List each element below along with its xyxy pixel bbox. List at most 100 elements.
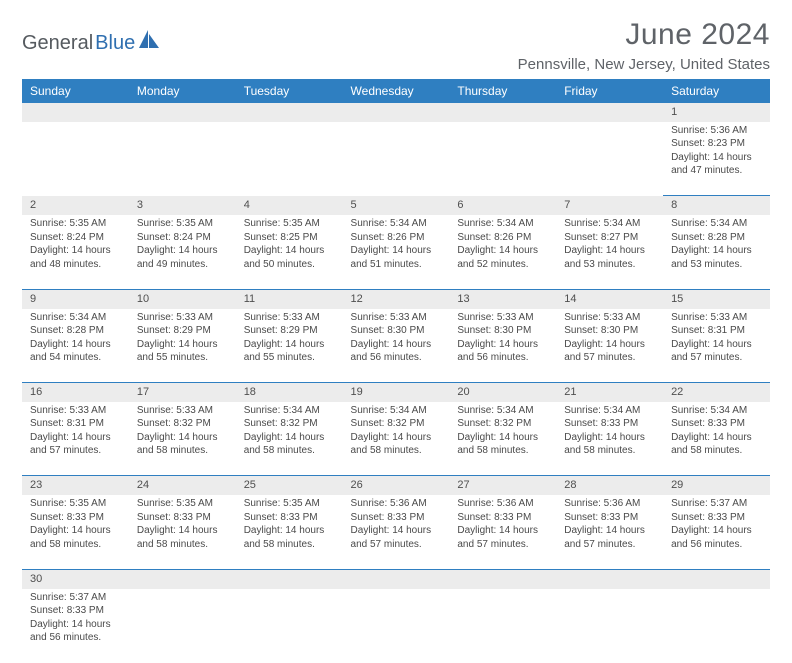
day-number-cell: 24 [129,476,236,495]
day-header-row: SundayMondayTuesdayWednesdayThursdayFrid… [22,79,770,103]
day-number-cell [556,103,663,122]
day-details: Sunrise: 5:35 AMSunset: 8:25 PMDaylight:… [236,215,343,275]
day-cell: Sunrise: 5:34 AMSunset: 8:33 PMDaylight:… [556,402,663,476]
day-cell: Sunrise: 5:33 AMSunset: 8:30 PMDaylight:… [449,309,556,383]
daynum-row: 30 [22,569,770,588]
day-details: Sunrise: 5:34 AMSunset: 8:26 PMDaylight:… [343,215,450,275]
daynum-row: 1 [22,103,770,122]
day-number-cell: 20 [449,383,556,402]
logo-text-2: Blue [95,32,135,55]
day-cell: Sunrise: 5:33 AMSunset: 8:31 PMDaylight:… [22,402,129,476]
day-cell: Sunrise: 5:35 AMSunset: 8:33 PMDaylight:… [236,495,343,569]
day-details: Sunrise: 5:35 AMSunset: 8:24 PMDaylight:… [22,215,129,275]
day-cell: Sunrise: 5:33 AMSunset: 8:29 PMDaylight:… [129,309,236,383]
calendar-table: SundayMondayTuesdayWednesdayThursdayFrid… [22,79,770,663]
day-number-cell: 1 [663,103,770,122]
day-number-cell [236,103,343,122]
day-number-cell: 27 [449,476,556,495]
day-details: Sunrise: 5:34 AMSunset: 8:27 PMDaylight:… [556,215,663,275]
day-cell [449,589,556,663]
day-details: Sunrise: 5:33 AMSunset: 8:31 PMDaylight:… [22,402,129,462]
day-details: Sunrise: 5:33 AMSunset: 8:30 PMDaylight:… [449,309,556,369]
day-details: Sunrise: 5:34 AMSunset: 8:32 PMDaylight:… [343,402,450,462]
day-details: Sunrise: 5:35 AMSunset: 8:33 PMDaylight:… [236,495,343,555]
details-row: Sunrise: 5:35 AMSunset: 8:33 PMDaylight:… [22,495,770,569]
day-number-cell [449,569,556,588]
logo: GeneralBlue [22,18,159,56]
day-cell [129,122,236,196]
day-details: Sunrise: 5:33 AMSunset: 8:29 PMDaylight:… [129,309,236,369]
day-number-cell: 17 [129,383,236,402]
daynum-row: 23242526272829 [22,476,770,495]
details-row: Sunrise: 5:37 AMSunset: 8:33 PMDaylight:… [22,589,770,663]
day-details: Sunrise: 5:36 AMSunset: 8:33 PMDaylight:… [449,495,556,555]
details-row: Sunrise: 5:35 AMSunset: 8:24 PMDaylight:… [22,215,770,289]
day-number-cell [236,569,343,588]
day-header: Wednesday [343,79,450,103]
day-cell: Sunrise: 5:34 AMSunset: 8:28 PMDaylight:… [22,309,129,383]
day-number-cell: 23 [22,476,129,495]
day-cell [343,122,450,196]
details-row: Sunrise: 5:33 AMSunset: 8:31 PMDaylight:… [22,402,770,476]
day-number-cell [556,569,663,588]
day-cell: Sunrise: 5:34 AMSunset: 8:32 PMDaylight:… [343,402,450,476]
day-number-cell [129,569,236,588]
day-cell: Sunrise: 5:33 AMSunset: 8:29 PMDaylight:… [236,309,343,383]
day-details: Sunrise: 5:37 AMSunset: 8:33 PMDaylight:… [22,589,129,649]
day-number-cell: 7 [556,196,663,215]
day-number-cell: 13 [449,289,556,308]
day-cell: Sunrise: 5:34 AMSunset: 8:28 PMDaylight:… [663,215,770,289]
day-details: Sunrise: 5:35 AMSunset: 8:33 PMDaylight:… [22,495,129,555]
day-number-cell: 30 [22,569,129,588]
day-number-cell: 10 [129,289,236,308]
day-details: Sunrise: 5:33 AMSunset: 8:30 PMDaylight:… [556,309,663,369]
day-cell [236,589,343,663]
day-number-cell: 4 [236,196,343,215]
day-details: Sunrise: 5:34 AMSunset: 8:33 PMDaylight:… [663,402,770,462]
daynum-row: 2345678 [22,196,770,215]
day-cell [663,589,770,663]
day-details: Sunrise: 5:36 AMSunset: 8:23 PMDaylight:… [663,122,770,182]
day-header: Tuesday [236,79,343,103]
day-cell: Sunrise: 5:36 AMSunset: 8:33 PMDaylight:… [343,495,450,569]
day-cell [556,122,663,196]
day-details: Sunrise: 5:34 AMSunset: 8:28 PMDaylight:… [663,215,770,275]
day-cell: Sunrise: 5:33 AMSunset: 8:31 PMDaylight:… [663,309,770,383]
day-cell: Sunrise: 5:33 AMSunset: 8:32 PMDaylight:… [129,402,236,476]
day-cell: Sunrise: 5:36 AMSunset: 8:33 PMDaylight:… [449,495,556,569]
day-header: Monday [129,79,236,103]
day-number-cell: 2 [22,196,129,215]
day-number-cell: 19 [343,383,450,402]
day-number-cell: 8 [663,196,770,215]
day-number-cell [449,103,556,122]
logo-sail-icon [139,30,159,48]
day-header: Saturday [663,79,770,103]
day-number-cell: 26 [343,476,450,495]
day-cell: Sunrise: 5:34 AMSunset: 8:26 PMDaylight:… [343,215,450,289]
day-cell: Sunrise: 5:35 AMSunset: 8:25 PMDaylight:… [236,215,343,289]
day-header: Thursday [449,79,556,103]
day-number-cell [129,103,236,122]
day-cell [449,122,556,196]
day-cell: Sunrise: 5:34 AMSunset: 8:32 PMDaylight:… [236,402,343,476]
day-header: Friday [556,79,663,103]
day-details: Sunrise: 5:33 AMSunset: 8:30 PMDaylight:… [343,309,450,369]
day-number-cell [343,103,450,122]
location-text: Pennsville, New Jersey, United States [518,56,770,73]
day-number-cell: 15 [663,289,770,308]
day-details: Sunrise: 5:33 AMSunset: 8:31 PMDaylight:… [663,309,770,369]
month-title: June 2024 [518,18,770,52]
day-details: Sunrise: 5:34 AMSunset: 8:33 PMDaylight:… [556,402,663,462]
day-cell: Sunrise: 5:37 AMSunset: 8:33 PMDaylight:… [663,495,770,569]
day-cell [556,589,663,663]
daynum-row: 16171819202122 [22,383,770,402]
day-cell: Sunrise: 5:35 AMSunset: 8:33 PMDaylight:… [129,495,236,569]
day-number-cell [343,569,450,588]
page-header: GeneralBlue June 2024 Pennsville, New Je… [22,18,770,73]
day-cell [236,122,343,196]
logo-text-1: General [22,32,93,55]
day-number-cell: 29 [663,476,770,495]
day-cell: Sunrise: 5:36 AMSunset: 8:33 PMDaylight:… [556,495,663,569]
day-number-cell: 21 [556,383,663,402]
day-details: Sunrise: 5:37 AMSunset: 8:33 PMDaylight:… [663,495,770,555]
